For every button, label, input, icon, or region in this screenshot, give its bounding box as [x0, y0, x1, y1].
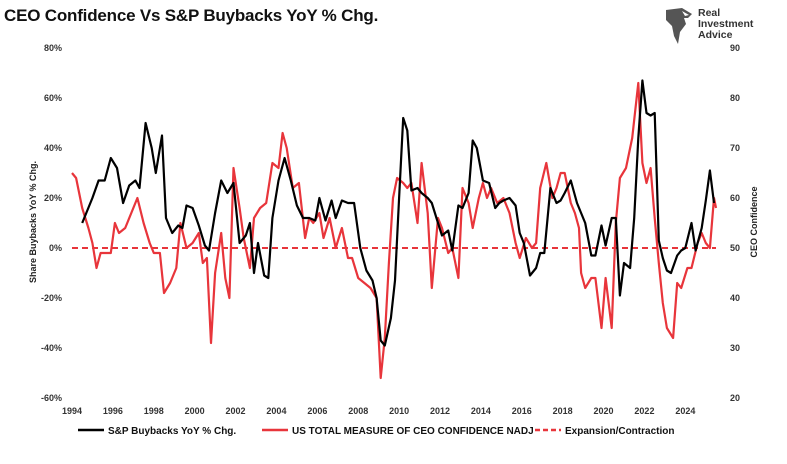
y-axis-right: 20 30 40 50 60 70 80 90 [730, 43, 740, 403]
x-tick-label: 2020 [594, 406, 614, 416]
y-axis-left: -60% -40% -20% 0% 20% 40% 60% 80% [41, 43, 62, 403]
legend-label-ceo: US TOTAL MEASURE OF CEO CONFIDENCE NADJ [292, 426, 534, 437]
y-right-tick-label: 90 [730, 43, 740, 53]
x-tick-label: 2008 [348, 406, 368, 416]
x-tick-label: 2012 [430, 406, 450, 416]
y-left-tick-label: 0% [49, 243, 62, 253]
y-axis-left-label: Share Buybacks YoY % Chg. [28, 161, 38, 283]
eagle-icon [666, 8, 692, 44]
ceo-confidence-line [71, 81, 718, 380]
y-left-tick-label: -40% [41, 343, 62, 353]
x-tick-label: 2024 [675, 406, 695, 416]
x-tick-label: 2014 [471, 406, 491, 416]
y-left-tick-label: -60% [41, 393, 62, 403]
logo-text: Real Investment Advice [698, 8, 753, 41]
page-title: CEO Confidence Vs S&P Buybacks YoY % Chg… [4, 6, 379, 25]
y-right-tick-label: 70 [730, 143, 740, 153]
x-tick-label: 2022 [634, 406, 654, 416]
buybacks-line [81, 79, 716, 347]
brand-logo: Real Investment Advice [662, 6, 782, 46]
y-right-tick-label: 50 [730, 243, 740, 253]
y-right-tick-label: 60 [730, 193, 740, 203]
y-left-tick-label: 80% [44, 43, 62, 53]
x-tick-label: 1996 [103, 406, 123, 416]
y-left-tick-label: -20% [41, 293, 62, 303]
x-tick-label: 2006 [307, 406, 327, 416]
x-tick-label: 2010 [389, 406, 409, 416]
legend-label-buybacks: S&P Buybacks YoY % Chg. [108, 426, 236, 437]
legend: S&P Buybacks YoY % Chg. US TOTAL MEASURE… [78, 426, 674, 437]
x-tick-label: 2016 [512, 406, 532, 416]
y-right-tick-label: 80 [730, 93, 740, 103]
x-tick-label: 1998 [144, 406, 164, 416]
x-tick-label: 2002 [226, 406, 246, 416]
x-tick-label: 2000 [185, 406, 205, 416]
logo-line: Real [698, 7, 721, 19]
x-tick-label: 2018 [553, 406, 573, 416]
y-right-tick-label: 40 [730, 293, 740, 303]
y-right-tick-label: 30 [730, 343, 740, 353]
y-left-tick-label: 60% [44, 93, 62, 103]
logo-line: Investment [698, 18, 754, 30]
x-tick-label: 2004 [266, 406, 286, 416]
x-axis: 1994 1996 1998 2000 2002 2004 2006 2008 2010 2012… [62, 406, 695, 416]
x-tick-label: 1994 [62, 406, 82, 416]
y-axis-right-label: CEO Confidence [749, 186, 759, 257]
legend-label-expansion: Expansion/Contraction [565, 426, 674, 437]
plot-series [71, 79, 718, 380]
logo-line: Advice [698, 29, 733, 41]
y-left-tick-label: 20% [44, 193, 62, 203]
y-left-tick-label: 40% [44, 143, 62, 153]
y-right-tick-label: 20 [730, 393, 740, 403]
